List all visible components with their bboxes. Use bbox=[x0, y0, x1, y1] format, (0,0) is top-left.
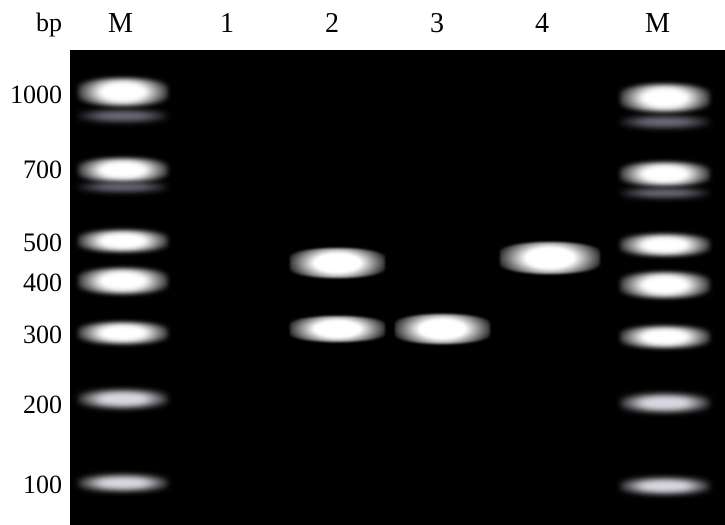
band bbox=[78, 268, 168, 294]
lane-label-1-1: 1 bbox=[220, 8, 234, 40]
band bbox=[620, 326, 710, 348]
lane-label-3-3: 3 bbox=[430, 8, 444, 40]
bp-label-100: 100 bbox=[23, 470, 62, 500]
lane-lane-3 bbox=[395, 50, 490, 525]
y-axis: bp 1000 700 500 400 300 200 100 bbox=[0, 0, 70, 525]
band bbox=[78, 110, 168, 122]
band bbox=[620, 478, 710, 494]
lane-label-4-4: 4 bbox=[535, 8, 549, 40]
band bbox=[620, 394, 710, 412]
band bbox=[620, 188, 710, 198]
lane-ladder-right bbox=[620, 50, 710, 525]
bp-label-400: 400 bbox=[23, 268, 62, 298]
band bbox=[620, 116, 710, 128]
band bbox=[78, 78, 168, 106]
band bbox=[78, 322, 168, 344]
band bbox=[78, 182, 168, 192]
band bbox=[620, 162, 710, 186]
band bbox=[620, 272, 710, 298]
y-axis-title: bp bbox=[36, 8, 62, 38]
lane-label-2-2: 2 bbox=[325, 8, 339, 40]
x-axis: M 1 2 3 4 M bbox=[70, 0, 725, 50]
lane-lane-4 bbox=[500, 50, 600, 525]
band bbox=[395, 314, 490, 344]
bp-label-700: 700 bbox=[23, 155, 62, 185]
band bbox=[78, 158, 168, 182]
band bbox=[620, 84, 710, 112]
gel-area bbox=[70, 50, 725, 525]
band bbox=[290, 248, 385, 278]
band bbox=[78, 230, 168, 252]
bp-label-300: 300 bbox=[23, 320, 62, 350]
lane-label-M-0: M bbox=[108, 8, 133, 40]
band bbox=[500, 242, 600, 274]
bp-label-500: 500 bbox=[23, 228, 62, 258]
lane-label-M-5: M bbox=[645, 8, 670, 40]
band bbox=[78, 390, 168, 408]
bp-label-200: 200 bbox=[23, 390, 62, 420]
band bbox=[290, 316, 385, 342]
band bbox=[78, 475, 168, 491]
band bbox=[620, 234, 710, 256]
lane-ladder-left bbox=[78, 50, 168, 525]
lane-lane-2 bbox=[290, 50, 385, 525]
bp-label-1000: 1000 bbox=[10, 80, 62, 110]
gel-figure: bp 1000 700 500 400 300 200 100 M 1 2 3 4 M bbox=[0, 0, 725, 525]
lane-lane-1 bbox=[185, 50, 275, 525]
